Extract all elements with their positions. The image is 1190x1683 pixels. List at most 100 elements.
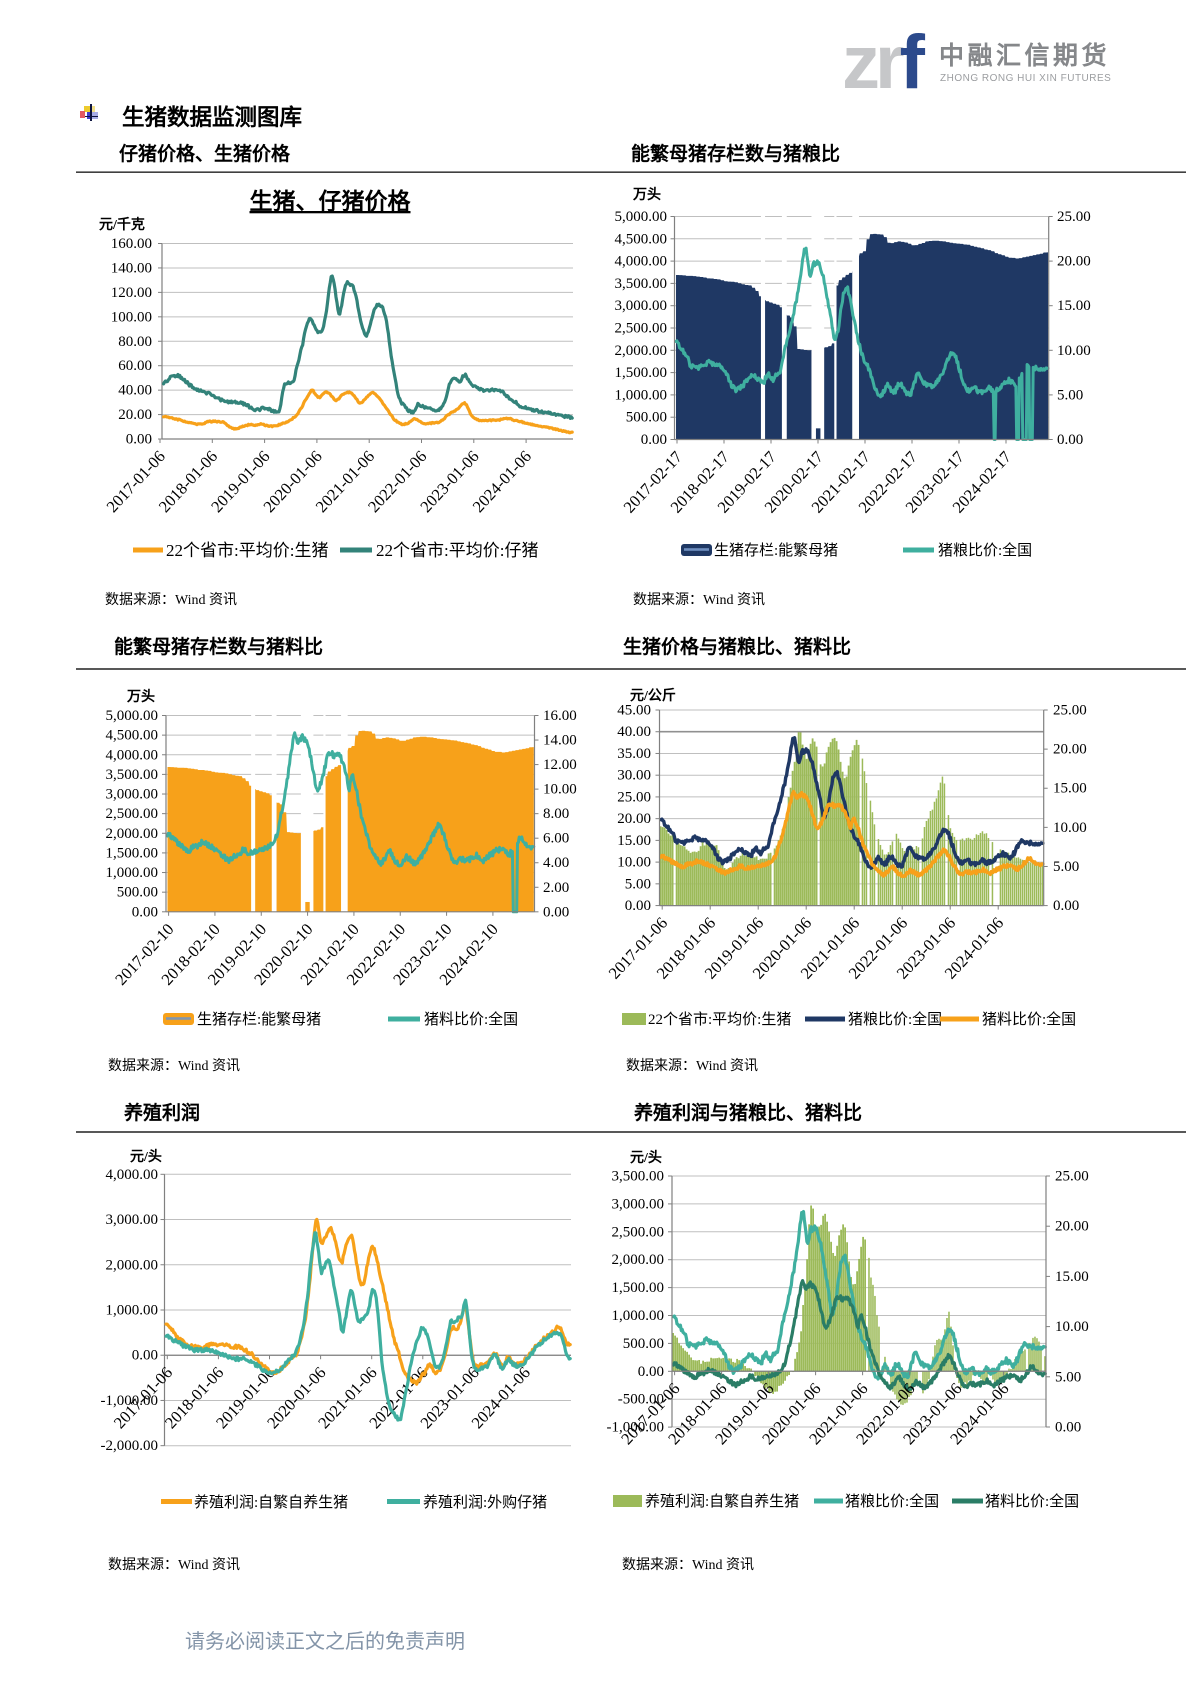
- svg-text:生猪、仔猪价格: 生猪、仔猪价格: [250, 188, 412, 214]
- svg-text:4,500.00: 4,500.00: [106, 728, 159, 744]
- svg-text:数据来源：Wind 资讯: 数据来源：Wind 资讯: [633, 592, 765, 608]
- svg-text:1,000.00: 1,000.00: [615, 387, 668, 403]
- svg-text:6.00: 6.00: [543, 831, 569, 847]
- svg-text:元/头: 元/头: [630, 1149, 662, 1166]
- svg-text:15.00: 15.00: [617, 833, 651, 849]
- svg-text:500.00: 500.00: [626, 410, 667, 426]
- svg-text:4,000.00: 4,000.00: [106, 1167, 159, 1183]
- svg-text:数据来源：Wind 资讯: 数据来源：Wind 资讯: [108, 1557, 240, 1573]
- svg-text:10.00: 10.00: [1053, 820, 1087, 836]
- svg-text:4.00: 4.00: [543, 855, 569, 871]
- svg-text:生猪存栏:能繁母猪: 生猪存栏:能繁母猪: [714, 542, 838, 559]
- svg-text:0.00: 0.00: [132, 904, 158, 920]
- svg-text:500.00: 500.00: [117, 885, 158, 901]
- svg-text:2,500.00: 2,500.00: [612, 1224, 665, 1240]
- svg-text:45.00: 45.00: [617, 703, 651, 719]
- svg-text:4,000.00: 4,000.00: [615, 254, 668, 270]
- svg-text:22个省市:平均价:生猪: 22个省市:平均价:生猪: [166, 541, 328, 560]
- svg-text:猪粮比价:全国: 猪粮比价:全国: [938, 541, 1032, 559]
- svg-text:数据来源：Wind 资讯: 数据来源：Wind 资讯: [108, 1058, 240, 1074]
- svg-text:养殖利润: 养殖利润: [123, 1101, 200, 1124]
- svg-text:20.00: 20.00: [617, 811, 651, 827]
- svg-text:2,000.00: 2,000.00: [106, 826, 159, 842]
- svg-text:60.00: 60.00: [118, 358, 152, 374]
- svg-text:20.00: 20.00: [1053, 742, 1087, 758]
- svg-text:5,000.00: 5,000.00: [615, 209, 668, 225]
- svg-text:15.00: 15.00: [1055, 1269, 1089, 1285]
- svg-text:2,500.00: 2,500.00: [615, 321, 668, 337]
- svg-text:20.00: 20.00: [1057, 254, 1091, 270]
- svg-text:4,000.00: 4,000.00: [106, 747, 159, 763]
- svg-text:养殖利润:外购仔猪: 养殖利润:外购仔猪: [423, 1494, 547, 1511]
- svg-text:猪粮比价:全国: 猪粮比价:全国: [848, 1010, 942, 1028]
- svg-text:数据来源：Wind 资讯: 数据来源：Wind 资讯: [105, 592, 237, 608]
- svg-text:0.00: 0.00: [1057, 432, 1083, 448]
- svg-text:数据来源：Wind 资讯: 数据来源：Wind 资讯: [622, 1557, 754, 1573]
- svg-text:-1,000.00: -1,000.00: [101, 1393, 159, 1409]
- svg-text:-2,000.00: -2,000.00: [101, 1438, 159, 1454]
- svg-text:养殖利润:自繁自养生猪: 养殖利润:自繁自养生猪: [645, 1493, 799, 1510]
- svg-text:生猪价格与猪粮比、猪料比: 生猪价格与猪粮比、猪料比: [623, 635, 851, 658]
- svg-text:14.00: 14.00: [543, 733, 577, 749]
- svg-text:元/头: 元/头: [130, 1148, 162, 1165]
- svg-text:0.00: 0.00: [638, 1364, 664, 1380]
- svg-text:2,000.00: 2,000.00: [615, 343, 668, 359]
- svg-text:0.00: 0.00: [132, 1348, 158, 1364]
- svg-text:0.00: 0.00: [641, 432, 667, 448]
- svg-text:500.00: 500.00: [623, 1336, 664, 1352]
- svg-text:160.00: 160.00: [111, 236, 152, 252]
- svg-text:2,500.00: 2,500.00: [106, 806, 159, 822]
- svg-text:0.00: 0.00: [543, 904, 569, 920]
- svg-text:2.00: 2.00: [543, 880, 569, 896]
- svg-text:3,000.00: 3,000.00: [106, 787, 159, 803]
- svg-text:仔猪价格、生猪价格: 仔猪价格、生猪价格: [119, 142, 291, 165]
- svg-text:35.00: 35.00: [617, 746, 651, 762]
- svg-text:3,000.00: 3,000.00: [612, 1196, 665, 1212]
- svg-text:生猪存栏:能繁母猪: 生猪存栏:能繁母猪: [197, 1011, 321, 1028]
- svg-text:猪料比价:全国: 猪料比价:全国: [424, 1010, 518, 1028]
- svg-text:40.00: 40.00: [617, 724, 651, 740]
- svg-text:10.00: 10.00: [543, 782, 577, 798]
- svg-text:数据来源：Wind 资讯: 数据来源：Wind 资讯: [626, 1058, 758, 1074]
- svg-text:1,000.00: 1,000.00: [612, 1308, 665, 1324]
- svg-text:25.00: 25.00: [1053, 703, 1087, 719]
- svg-text:-1,000.00: -1,000.00: [607, 1420, 665, 1436]
- svg-text:3,000.00: 3,000.00: [615, 298, 668, 314]
- svg-text:1,000.00: 1,000.00: [106, 865, 159, 881]
- svg-text:25.00: 25.00: [617, 789, 651, 805]
- svg-text:140.00: 140.00: [111, 260, 152, 276]
- svg-text:2,000.00: 2,000.00: [106, 1257, 159, 1273]
- svg-text:100.00: 100.00: [111, 309, 152, 325]
- svg-text:20.00: 20.00: [118, 407, 152, 423]
- svg-text:25.00: 25.00: [1055, 1169, 1089, 1185]
- svg-text:猪粮比价:全国: 猪粮比价:全国: [845, 1492, 939, 1510]
- svg-text:40.00: 40.00: [118, 383, 152, 399]
- svg-text:5.00: 5.00: [625, 876, 651, 892]
- svg-text:12.00: 12.00: [543, 757, 577, 773]
- svg-text:16.00: 16.00: [543, 708, 577, 724]
- svg-text:25.00: 25.00: [1057, 209, 1091, 225]
- svg-text:1,500.00: 1,500.00: [106, 845, 159, 861]
- svg-text:元/千克: 元/千克: [99, 216, 145, 233]
- svg-text:10.00: 10.00: [617, 855, 651, 871]
- svg-text:能繁母猪存栏数与猪粮比: 能繁母猪存栏数与猪粮比: [631, 142, 840, 165]
- svg-text:0.00: 0.00: [1053, 898, 1079, 914]
- svg-text:5.00: 5.00: [1055, 1369, 1081, 1385]
- svg-text:30.00: 30.00: [617, 768, 651, 784]
- svg-text:3,500.00: 3,500.00: [615, 276, 668, 292]
- svg-text:15.00: 15.00: [1057, 298, 1091, 314]
- svg-text:10.00: 10.00: [1055, 1319, 1089, 1335]
- svg-text:3,000.00: 3,000.00: [106, 1212, 159, 1228]
- svg-text:5,000.00: 5,000.00: [106, 708, 159, 724]
- svg-text:养殖利润与猪粮比、猪料比: 养殖利润与猪粮比、猪料比: [633, 1101, 862, 1124]
- svg-text:猪料比价:全国: 猪料比价:全国: [982, 1010, 1076, 1028]
- svg-text:1,000.00: 1,000.00: [106, 1302, 159, 1318]
- svg-text:-500.00: -500.00: [618, 1392, 664, 1408]
- svg-text:0.00: 0.00: [625, 898, 651, 914]
- svg-text:3,500.00: 3,500.00: [612, 1169, 665, 1185]
- svg-text:8.00: 8.00: [543, 806, 569, 822]
- svg-text:3,500.00: 3,500.00: [106, 767, 159, 783]
- svg-text:养殖利润:自繁自养生猪: 养殖利润:自繁自养生猪: [194, 1494, 348, 1511]
- svg-text:能繁母猪存栏数与猪料比: 能繁母猪存栏数与猪料比: [114, 635, 323, 658]
- svg-text:2,000.00: 2,000.00: [612, 1252, 665, 1268]
